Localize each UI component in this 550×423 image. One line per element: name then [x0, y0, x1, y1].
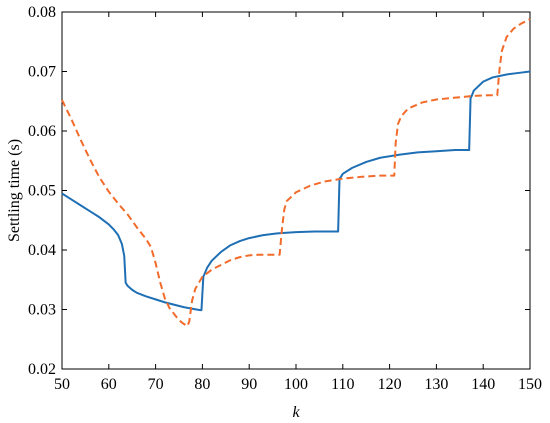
x-axis-title: k: [292, 404, 300, 421]
y-tick-label: 0.04: [28, 242, 56, 259]
y-tick-label: 0.02: [28, 361, 56, 378]
y-tick-label: 0.03: [28, 302, 56, 319]
x-tick-label: 80: [194, 376, 210, 393]
x-tick-label: 90: [241, 376, 257, 393]
x-tick-label: 120: [378, 376, 402, 393]
series-layer: [61, 18, 531, 328]
x-tick-label: 60: [101, 376, 117, 393]
x-axis-ticks: 50 60 70 80 90 100 110 120 130 140 150: [54, 12, 542, 393]
y-tick-label: 0.08: [28, 4, 56, 21]
x-tick-label: 50: [54, 376, 70, 393]
y-axis-ticks: 0.02 0.03 0.04 0.05 0.06 0.07 0.08: [28, 4, 530, 378]
x-tick-label: 110: [331, 376, 354, 393]
y-tick-label: 0.07: [28, 64, 56, 81]
x-tick-label: 70: [148, 376, 164, 393]
y-tick-label: 0.05: [28, 183, 56, 200]
series-line-2: [61, 18, 531, 328]
x-tick-label: 150: [518, 376, 542, 393]
x-tick-label: 140: [471, 376, 495, 393]
x-tick-label: 130: [424, 376, 448, 393]
y-tick-label: 0.06: [28, 123, 56, 140]
y-axis-title: Settling time (s): [6, 139, 23, 242]
x-tick-label: 100: [284, 376, 308, 393]
series-line-1: [61, 70, 531, 312]
